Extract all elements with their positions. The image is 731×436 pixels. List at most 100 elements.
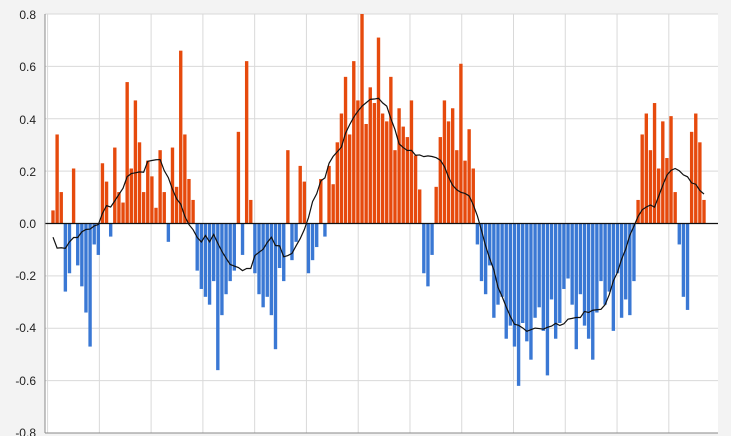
negative-bar: [290, 223, 294, 261]
negative-bar: [619, 223, 624, 318]
negative-bar: [216, 223, 220, 371]
y-tick-label-minus-0.4: -0.4: [15, 321, 36, 335]
positive-bar: [438, 137, 442, 224]
bars-layer: [51, 14, 706, 386]
positive-bar: [450, 108, 455, 224]
positive-bar: [51, 210, 55, 224]
negative-bar: [483, 223, 488, 295]
negative-bar: [67, 223, 72, 274]
positive-bar: [652, 103, 657, 224]
y-tick-label-minus-0.2: -0.2: [15, 269, 36, 283]
positive-bar: [442, 100, 447, 224]
negative-bar: [500, 223, 504, 297]
negative-bar: [228, 223, 232, 282]
negative-bar: [591, 223, 595, 360]
negative-bar: [273, 223, 278, 350]
positive-bar: [327, 165, 331, 224]
negative-bar: [166, 223, 171, 242]
positive-bar: [397, 108, 401, 224]
negative-bar: [570, 223, 574, 305]
positive-bar: [179, 50, 183, 224]
positive-bar: [302, 181, 307, 224]
negative-bar: [76, 223, 80, 266]
positive-bar: [113, 147, 117, 224]
positive-bar: [661, 121, 665, 224]
positive-bar: [146, 160, 150, 224]
positive-bar: [405, 137, 410, 224]
negative-bar: [578, 223, 583, 295]
positive-bar: [183, 134, 187, 224]
positive-bar: [129, 168, 133, 224]
positive-bar: [249, 199, 253, 224]
negative-bar: [525, 223, 529, 342]
positive-bar: [286, 150, 290, 224]
negative-bar: [541, 223, 545, 331]
positive-bar: [471, 168, 475, 224]
positive-bar: [236, 131, 241, 224]
positive-bar: [455, 150, 459, 224]
positive-bar: [141, 192, 146, 224]
y-tick-label-minus-0.6: -0.6: [15, 374, 36, 388]
negative-bar: [529, 223, 533, 360]
positive-bar: [347, 134, 352, 224]
negative-bar: [240, 223, 245, 255]
negative-bar: [611, 223, 616, 331]
negative-bar: [582, 223, 587, 326]
negative-bar: [430, 223, 434, 255]
negative-bar: [294, 223, 298, 242]
y-tick-label-0.4: 0.4: [19, 113, 36, 127]
negative-bar: [422, 223, 426, 274]
positive-bar: [174, 186, 179, 224]
positive-bar: [158, 150, 162, 224]
positive-bar: [125, 82, 129, 224]
positive-bar: [459, 63, 463, 224]
negative-bar: [257, 223, 261, 295]
negative-bar: [558, 223, 562, 324]
negative-bar: [323, 223, 327, 237]
positive-bar: [343, 76, 348, 224]
positive-bar: [665, 158, 669, 224]
negative-bar: [479, 223, 484, 282]
positive-bar: [117, 192, 121, 224]
positive-bar: [335, 142, 339, 224]
y-tick-label-0.8: 0.8: [19, 8, 36, 22]
negative-bar: [508, 223, 513, 326]
negative-bar: [516, 223, 521, 386]
positive-bar: [648, 150, 653, 224]
positive-bar: [380, 113, 385, 224]
positive-bar: [360, 14, 364, 224]
positive-bar: [636, 199, 640, 224]
negative-bar: [265, 223, 269, 297]
negative-bar: [677, 223, 681, 245]
negative-bar: [203, 223, 208, 297]
negative-bar: [63, 223, 68, 292]
negative-bar: [624, 223, 628, 300]
positive-bar: [356, 100, 360, 224]
negative-bar: [562, 223, 566, 289]
positive-bar: [298, 165, 302, 224]
y-tick-label-0.0: 0.0: [19, 217, 36, 231]
negative-bar: [632, 223, 636, 282]
positive-bar: [59, 192, 63, 224]
positive-bar: [319, 178, 323, 224]
negative-bar: [220, 223, 224, 316]
positive-bar: [698, 142, 702, 224]
smoothed-trend-line: [52, 97, 705, 333]
positive-bar: [150, 176, 154, 224]
negative-bar: [92, 223, 96, 245]
positive-bar: [154, 207, 158, 224]
negative-bar: [521, 223, 525, 324]
positive-bar: [331, 184, 335, 224]
negative-bar: [615, 223, 620, 274]
positive-bar: [393, 150, 397, 224]
negative-bar: [207, 223, 212, 305]
negative-bar: [232, 223, 236, 271]
positive-bar: [368, 87, 372, 224]
negative-bar: [315, 223, 319, 248]
positive-bar: [104, 181, 109, 224]
negative-bar: [628, 223, 632, 316]
positive-bar: [467, 129, 471, 224]
positive-bar: [389, 76, 393, 224]
negative-bar: [253, 223, 257, 274]
